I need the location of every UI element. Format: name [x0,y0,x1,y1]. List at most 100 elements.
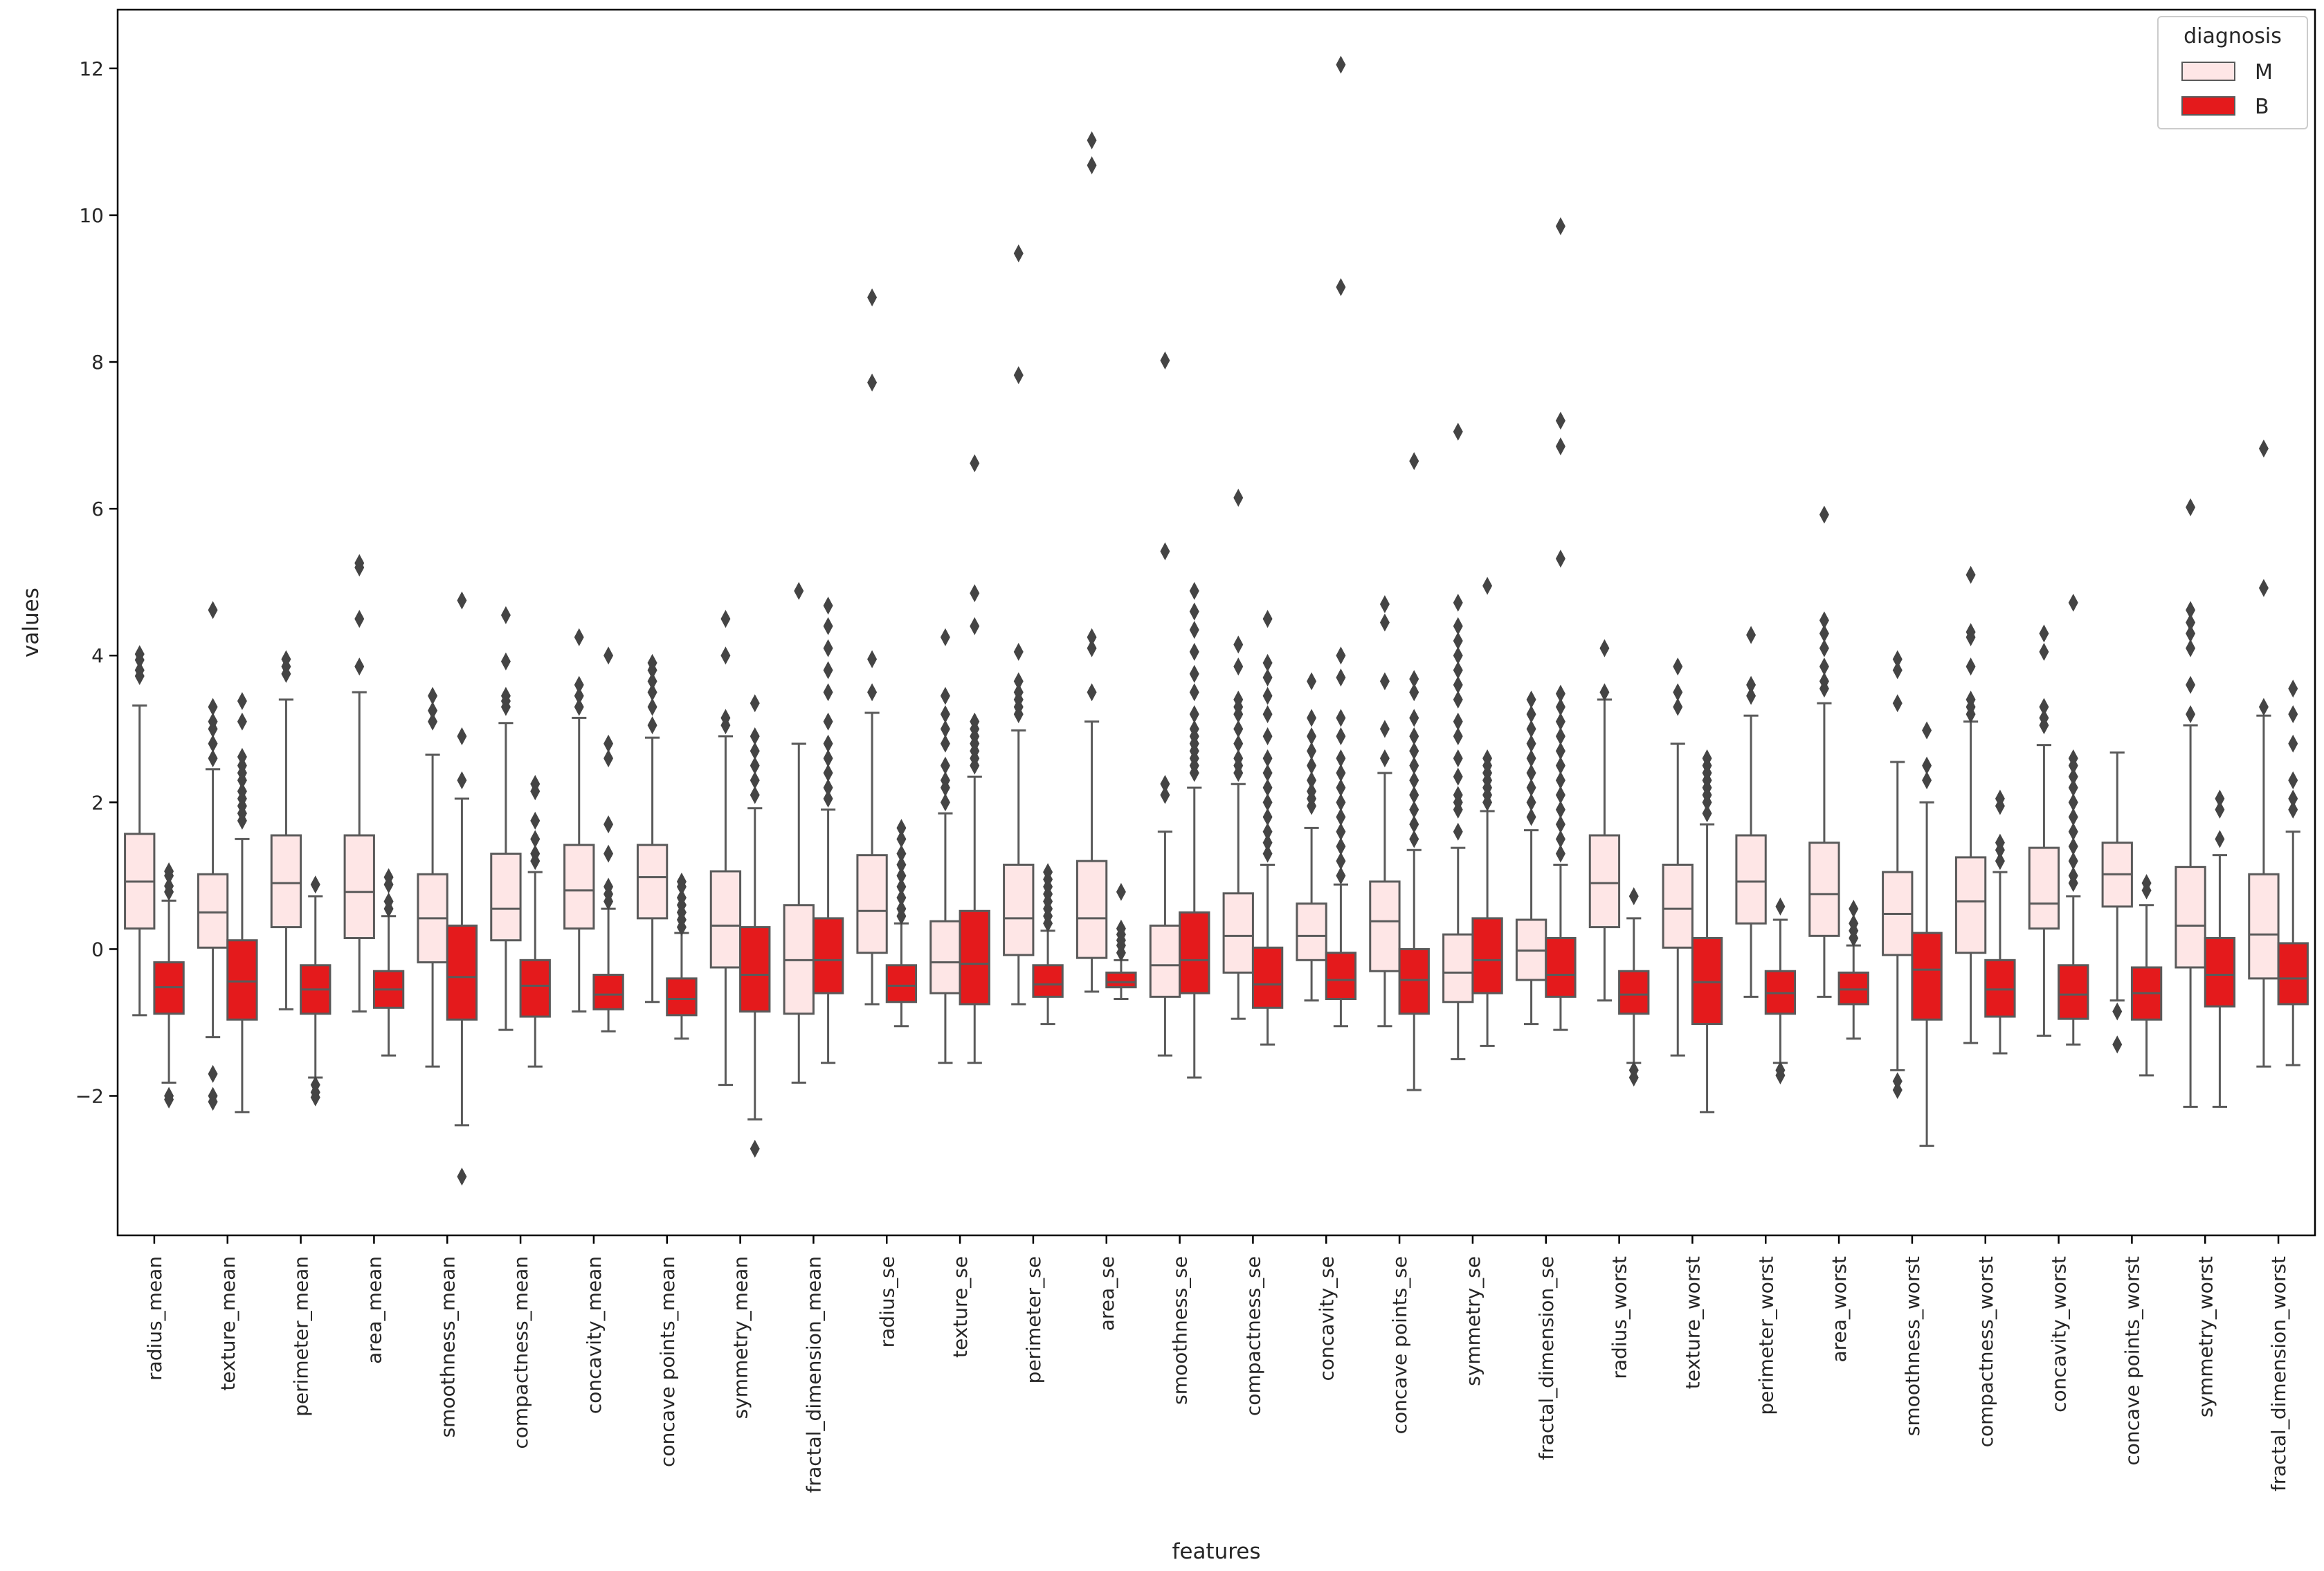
outlier-point [1453,617,1463,635]
feature-group [1662,657,1723,1114]
outlier-point [2288,800,2298,819]
feature-group [1588,639,1650,1087]
outlier-point [2186,675,2196,694]
outlier-point [940,793,950,812]
box-b [1545,937,1577,998]
outlier-point [1555,830,1565,848]
x-tick-label: concavity_se [1315,1256,1338,1381]
outlier-point [1892,661,1903,680]
outlier-point [574,628,584,646]
outlier-point [208,712,218,731]
feature-group [343,554,405,1057]
outlier-point [1262,653,1273,672]
box-b [812,917,844,995]
box-b [592,974,624,1010]
x-tick-label: concavity_mean [583,1256,606,1414]
box-b [2058,964,2089,1020]
outlier-point [1336,793,1346,812]
outlier-point [237,712,247,731]
outlier-point [1555,756,1565,775]
outlier-point [896,878,907,896]
outlier-point [867,650,878,669]
box-m [343,834,375,940]
outlier-point [2141,873,2152,892]
outlier-point [1966,623,1976,642]
outlier-point [1526,705,1536,724]
outlier-point [1087,683,1097,702]
box-m [1149,924,1181,998]
outlier-point [1966,690,1976,709]
outlier-point [647,716,657,734]
outlier-point [1555,712,1565,731]
outlier-point [823,790,833,808]
outlier-point [896,900,907,918]
x-tick-label: perimeter_mean [290,1256,313,1417]
outlier-point [2068,779,2078,797]
outlier-point [1555,815,1565,834]
outlier-point [1336,709,1346,727]
outlier-point [970,454,980,473]
outlier-point [164,877,174,896]
box-b [739,926,771,1013]
x-tick-label: compactness_se [1242,1256,1264,1416]
feature-group [929,454,990,1064]
box-b [666,977,698,1017]
x-tick-label: compactness_worst [1975,1256,1997,1447]
legend-swatch-m [2181,62,2235,81]
outlier-point [1526,734,1536,753]
outlier-point [1336,779,1346,797]
outlier-point [1233,657,1244,676]
outlier-point [1673,698,1683,716]
outlier-point [1233,635,1244,654]
outlier-point [574,675,584,694]
y-tick-label: −2 [75,1085,104,1108]
outlier-point [823,597,833,615]
feature-group [1808,505,1869,1040]
outlier-point [940,734,950,753]
outlier-point [1336,866,1346,885]
box-m [2175,866,2206,969]
outlier-point [1966,565,1976,584]
outlier-point [1922,721,1932,740]
outlier-point [354,554,365,572]
outlier-point [2068,837,2078,855]
outlier-point [1555,698,1565,716]
outlier-point [1336,749,1346,768]
outlier-point [1453,675,1463,694]
outlier-point [940,756,950,775]
y-tick-label: 2 [91,791,104,814]
feature-group [1296,55,1357,1028]
outlier-point [1160,542,1170,561]
x-tick-label: smoothness_mean [436,1256,459,1437]
outlier-point [428,687,438,705]
outlier-point [1307,742,1317,761]
outlier-point [164,1090,174,1109]
outlier-point [1453,646,1463,665]
feature-group [563,628,624,1033]
box-m [1075,860,1108,959]
feature-group [1882,650,1943,1147]
outlier-point [237,691,247,710]
outlier-point [1336,55,1346,74]
outlier-point [1555,800,1565,819]
outlier-point [164,862,174,881]
box-b [1105,971,1137,989]
outlier-point [1775,1066,1786,1084]
x-tick-label: area_worst [1828,1256,1851,1363]
outlier-point [603,734,614,753]
outlier-point [354,657,365,676]
outlier-point [2186,613,2196,632]
outlier-point [1262,833,1273,852]
outlier-point [647,672,657,691]
outlier-point [823,749,833,768]
outlier-point [1336,763,1346,782]
x-tick-label: symmetry_se [1462,1256,1485,1386]
outlier-point [1262,844,1273,863]
outlier-point [2068,808,2078,826]
outlier-point [794,581,804,600]
x-tick-label: radius_worst [1608,1256,1631,1379]
outlier-point [574,687,584,705]
outlier-point [208,601,218,619]
outlier-point [1336,278,1346,296]
outlier-point [1013,672,1024,691]
